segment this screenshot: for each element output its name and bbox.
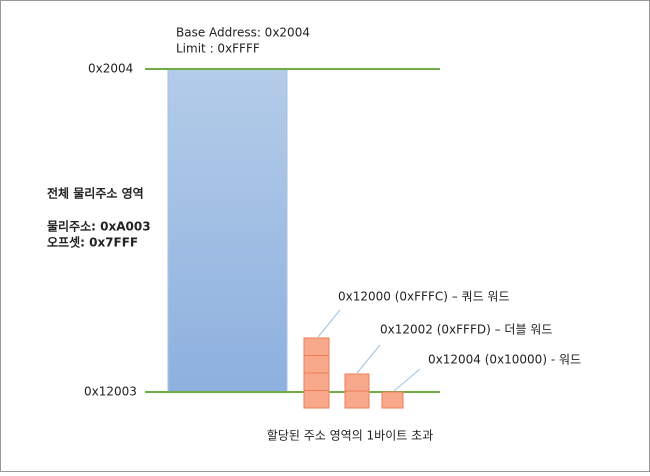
access-label: 0x12000 (0xFFFC) – 쿼드 워드 [338,290,510,304]
quad-word [303,337,330,409]
callouts [317,309,421,392]
region-offset: 오프셋: 0x7FFF [47,235,138,250]
caption: 할당된 주소 영역의 1바이트 초과 [267,429,433,443]
bottom-address: 0x12003 [84,385,137,399]
address-space [167,68,288,393]
access-label: 0x12004 (0x10000) - 워드 [428,353,581,367]
access-label: 0x12002 (0xFFFD) – 더블 워드 [380,323,552,337]
double-word [344,373,370,409]
region-title: 전체 물리주소 영역 [47,186,144,201]
base-line1: Base Address: 0x2004 [176,26,310,40]
region-physical: 물리주소: 0xA003 [47,219,151,234]
word [381,391,404,409]
base-line2: Limit : 0xFFFF [176,42,260,56]
top-address: 0x2004 [88,62,133,76]
